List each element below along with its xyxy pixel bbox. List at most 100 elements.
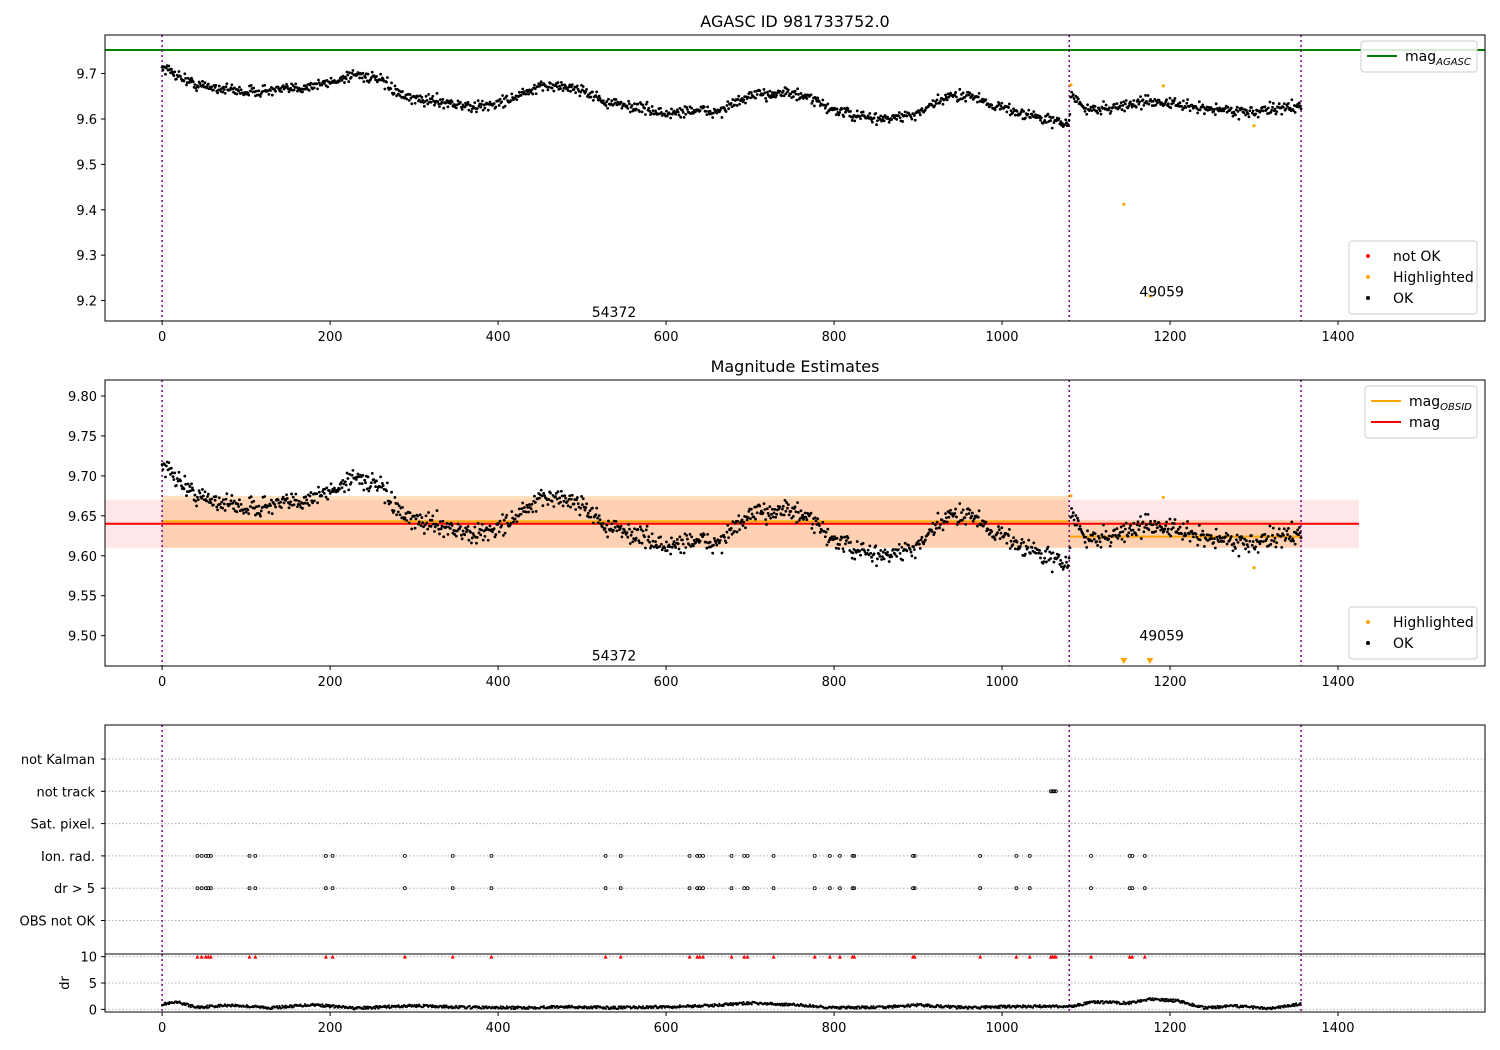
ok-point	[1009, 109, 1013, 113]
ok-point	[294, 82, 298, 86]
dr-point	[1151, 997, 1154, 1000]
ok-point	[1213, 107, 1216, 111]
ok-point	[645, 100, 649, 104]
ok-point	[169, 67, 173, 71]
ok-point	[1051, 551, 1055, 555]
ok-point	[437, 527, 441, 531]
ok-point	[421, 521, 425, 525]
flag-point	[687, 886, 692, 891]
ok-point	[1018, 545, 1022, 548]
ok-point	[1292, 539, 1295, 543]
ok-point	[1231, 114, 1235, 118]
ok-point	[936, 511, 940, 515]
ok-point	[599, 522, 603, 526]
ok-point	[628, 542, 632, 545]
dr-point	[376, 1005, 379, 1008]
ok-point	[285, 497, 289, 500]
ok-point	[513, 517, 517, 521]
ok-point	[517, 507, 521, 511]
ok-point	[627, 523, 631, 526]
ok-point	[768, 89, 772, 93]
ok-point	[674, 112, 678, 116]
ok-point	[466, 100, 470, 104]
ok-point	[562, 499, 566, 503]
flag-point	[1052, 789, 1057, 794]
ok-point	[385, 80, 388, 84]
ok-point	[1236, 110, 1240, 113]
ok-point	[1000, 101, 1004, 105]
dr-point	[1031, 1006, 1035, 1009]
ok-point	[531, 92, 535, 96]
ok-point	[1291, 537, 1295, 541]
ok-point	[890, 118, 894, 121]
ok-point	[343, 81, 346, 84]
ok-point	[1122, 524, 1126, 527]
highlighted-point	[1069, 494, 1073, 498]
ok-point	[641, 103, 645, 107]
ok-point	[222, 88, 226, 91]
dr-point	[1038, 1004, 1041, 1007]
ok-point	[1247, 550, 1251, 554]
ok-point	[602, 522, 605, 525]
ok-point	[559, 489, 563, 493]
ok-point	[1028, 116, 1032, 120]
ok-point	[1136, 98, 1140, 102]
ok-point	[1196, 111, 1200, 115]
ok-point	[1121, 530, 1125, 534]
ok-point	[438, 105, 441, 108]
ok-point	[998, 107, 1002, 111]
ok-point	[609, 527, 613, 531]
ok-point	[1254, 545, 1258, 549]
ok-point	[645, 524, 649, 528]
ok-point	[442, 106, 446, 110]
ok-point	[220, 500, 224, 504]
ok-point	[546, 88, 550, 92]
ok-point	[1085, 545, 1089, 549]
ok-point	[367, 489, 371, 493]
ok-point	[1234, 547, 1237, 550]
ok-point	[414, 517, 418, 521]
ok-point	[569, 89, 573, 93]
ok-point	[1245, 539, 1248, 543]
ok-point	[968, 508, 972, 512]
ok-point	[881, 555, 884, 558]
ok-point	[173, 70, 177, 74]
ok-point	[481, 538, 485, 542]
ok-point	[1104, 529, 1108, 533]
ok-point	[1259, 109, 1263, 113]
ok-point	[1124, 521, 1128, 525]
ok-point	[903, 541, 907, 545]
ok-point	[579, 506, 583, 510]
ok-point	[971, 511, 974, 515]
ok-point	[175, 484, 178, 487]
ok-point	[784, 92, 788, 96]
flag-point	[1027, 854, 1032, 858]
ok-point	[316, 87, 320, 91]
ok-point	[197, 489, 201, 493]
legend-frame	[1348, 606, 1478, 660]
ok-point	[737, 514, 741, 518]
ok-point	[459, 525, 462, 528]
ok-point	[723, 535, 726, 539]
ok-point	[211, 503, 215, 507]
ok-point	[1113, 528, 1116, 532]
ok-point	[727, 107, 731, 111]
ok-point	[859, 553, 863, 557]
ok-point	[626, 106, 630, 110]
ok-point	[972, 517, 976, 521]
ok-point	[674, 546, 678, 549]
flag-point	[912, 886, 917, 891]
ok-point	[222, 498, 225, 502]
dr-clipped-marker	[1142, 954, 1147, 959]
ok-point	[812, 104, 816, 108]
dr-point	[1201, 1005, 1205, 1008]
ok-point	[1139, 515, 1142, 518]
ok-point	[1229, 537, 1232, 541]
ok-point	[738, 528, 741, 532]
ok-point	[475, 535, 479, 539]
ok-point	[1135, 523, 1139, 527]
dr-point	[1101, 999, 1104, 1003]
ok-point	[838, 111, 841, 114]
ok-point	[1271, 526, 1275, 530]
ok-point	[1186, 98, 1189, 101]
